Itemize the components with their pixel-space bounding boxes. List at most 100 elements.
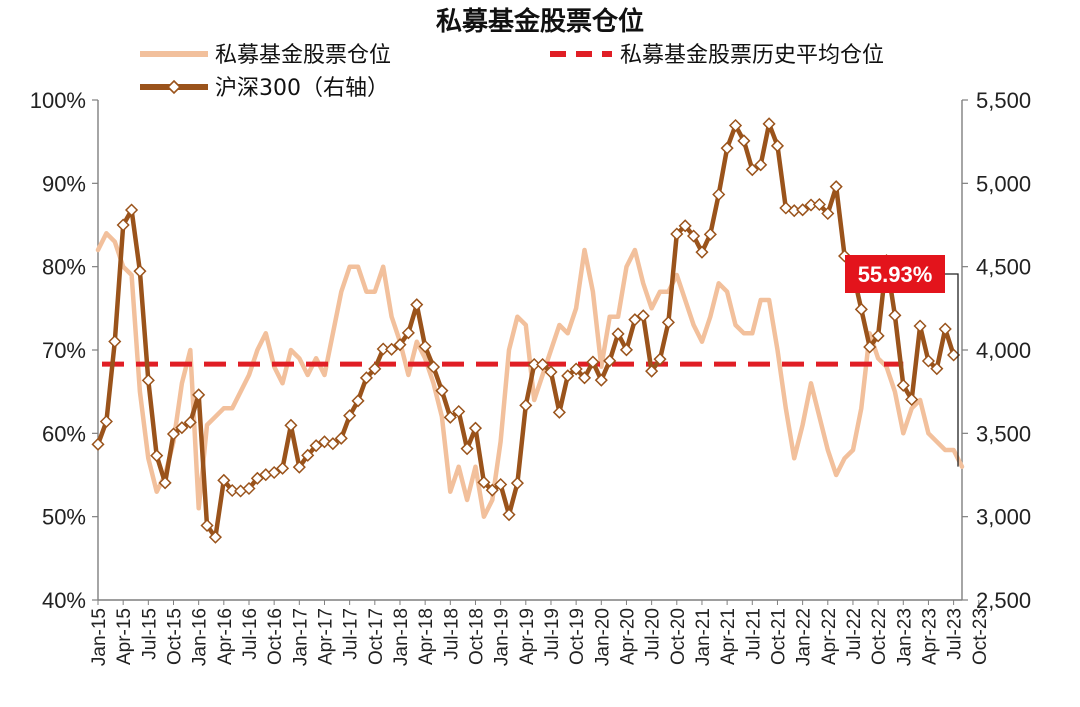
legend-label-csi300: 沪深300（右轴） xyxy=(215,76,389,101)
csi300-point xyxy=(661,315,675,329)
left-axis-tick-label: 50% xyxy=(42,505,86,530)
csi300-point xyxy=(99,414,113,429)
csi300-point xyxy=(91,437,105,451)
csi300-point xyxy=(829,180,843,194)
left-axis-tick-label: 90% xyxy=(42,171,86,196)
csi300-point xyxy=(242,481,256,496)
plot-area xyxy=(91,117,965,544)
csi300-point xyxy=(468,421,483,435)
csi300-point xyxy=(225,483,239,498)
right-axis-tick-label: 3,500 xyxy=(976,421,1031,446)
x-axis-tick-label: Jan-17 xyxy=(290,608,311,666)
csi300-point xyxy=(577,371,592,385)
x-axis-tick-label: Oct-22 xyxy=(869,608,890,665)
csi300-point xyxy=(452,404,466,419)
csi300-point xyxy=(745,163,759,177)
csi300-point xyxy=(401,326,415,340)
csi300-point xyxy=(108,334,122,349)
csi300-point xyxy=(284,418,298,432)
x-axis-tick-label: Oct-20 xyxy=(668,608,689,665)
x-axis-tick-label: Jan-18 xyxy=(391,608,412,666)
csi300-point xyxy=(485,483,499,497)
csi300-point xyxy=(779,201,793,215)
csi300-point xyxy=(812,197,826,212)
x-axis-tick-label: Jul-16 xyxy=(240,608,261,660)
csi300-point xyxy=(275,461,290,475)
csi300-point xyxy=(863,340,877,354)
csi300-point xyxy=(670,227,684,241)
csi300-point xyxy=(703,227,717,241)
csi300-point xyxy=(611,327,625,341)
csi300-point xyxy=(359,371,373,385)
csi300-point xyxy=(443,410,457,424)
x-axis-tick-label: Jul-19 xyxy=(542,608,563,660)
x-axis-tick-label: Oct-16 xyxy=(265,608,286,665)
right-axis-tick-label: 5,000 xyxy=(976,171,1031,196)
right-axis-tick-label: 3,000 xyxy=(976,505,1031,530)
left-axis-tick-label: 100% xyxy=(30,88,86,113)
x-axis-tick-label: Jan-21 xyxy=(693,608,714,666)
csi300-point xyxy=(854,302,868,316)
x-axis-tick-label: Apr-19 xyxy=(517,608,538,665)
csi300-point xyxy=(905,392,919,407)
x-axis-tick-label: Apr-17 xyxy=(315,608,336,665)
x-axis-tick-label: Apr-20 xyxy=(617,608,638,665)
csi300-point xyxy=(477,475,491,489)
csi300-point xyxy=(410,298,424,312)
x-axis-tick-label: Jan-16 xyxy=(190,608,211,666)
csi300-point xyxy=(393,338,407,352)
csi300-point xyxy=(368,362,382,376)
csi300-point xyxy=(334,431,348,445)
csi300-point xyxy=(133,264,147,278)
x-axis-tick-label: Oct-23 xyxy=(970,608,991,665)
csi300-point xyxy=(888,308,902,322)
csi300-point xyxy=(183,415,197,429)
right-axis-tick-label: 4,500 xyxy=(976,255,1031,280)
csi300-point xyxy=(796,203,810,217)
csi300-point xyxy=(762,117,776,131)
right-axis-tick-label: 5,500 xyxy=(976,88,1031,113)
left-axis-tick-label: 40% xyxy=(42,588,86,613)
x-axis-tick-label: Jul-15 xyxy=(139,608,160,660)
csi300-point xyxy=(594,373,608,387)
latest-value-box xyxy=(845,255,945,293)
x-axis-tick-label: Oct-17 xyxy=(366,608,387,665)
x-axis-tick-label: Apr-15 xyxy=(114,608,135,665)
csi300-point xyxy=(418,339,432,354)
right-axis-tick-label: 4,000 xyxy=(976,338,1031,363)
csi300-point xyxy=(426,360,441,374)
x-axis-tick-label: Jul-20 xyxy=(643,608,664,660)
csi300-point xyxy=(569,362,583,376)
csi300-point xyxy=(913,319,927,333)
csi300-point xyxy=(217,473,231,487)
csi300-point xyxy=(192,388,206,402)
x-axis-tick-label: Jan-19 xyxy=(492,608,513,666)
csi300-point xyxy=(754,158,768,172)
csi300-point xyxy=(351,394,365,408)
x-axis-tick-label: Jan-23 xyxy=(894,608,915,666)
legend-label-position: 私募基金股票仓位 xyxy=(215,43,391,68)
csi300-point xyxy=(938,322,952,336)
csi300-point xyxy=(653,352,667,366)
csi300-point xyxy=(309,439,323,453)
csi300-point xyxy=(770,139,785,153)
csi300-point xyxy=(166,427,181,441)
csi300-point xyxy=(385,342,399,356)
csi300-point xyxy=(175,421,189,435)
x-axis-tick-label: Apr-18 xyxy=(416,608,437,665)
x-axis-tick-label: Jan-22 xyxy=(794,608,815,666)
csi300-point xyxy=(678,219,692,233)
csi300-point xyxy=(821,206,835,221)
csi300-point xyxy=(871,329,885,343)
csi300-point xyxy=(921,354,936,368)
x-axis-tick-label: Oct-18 xyxy=(466,608,487,665)
csi300-point xyxy=(494,477,508,492)
x-axis-tick-label: Apr-23 xyxy=(919,608,940,665)
left-axis-tick-label: 70% xyxy=(42,338,86,363)
x-axis-tick-label: Jul-22 xyxy=(844,608,865,660)
csi300-point xyxy=(208,530,222,544)
x-axis-tick-label: Jan-15 xyxy=(89,608,110,666)
left-axis-tick-label: 60% xyxy=(42,421,86,446)
csi300-point xyxy=(947,348,961,362)
